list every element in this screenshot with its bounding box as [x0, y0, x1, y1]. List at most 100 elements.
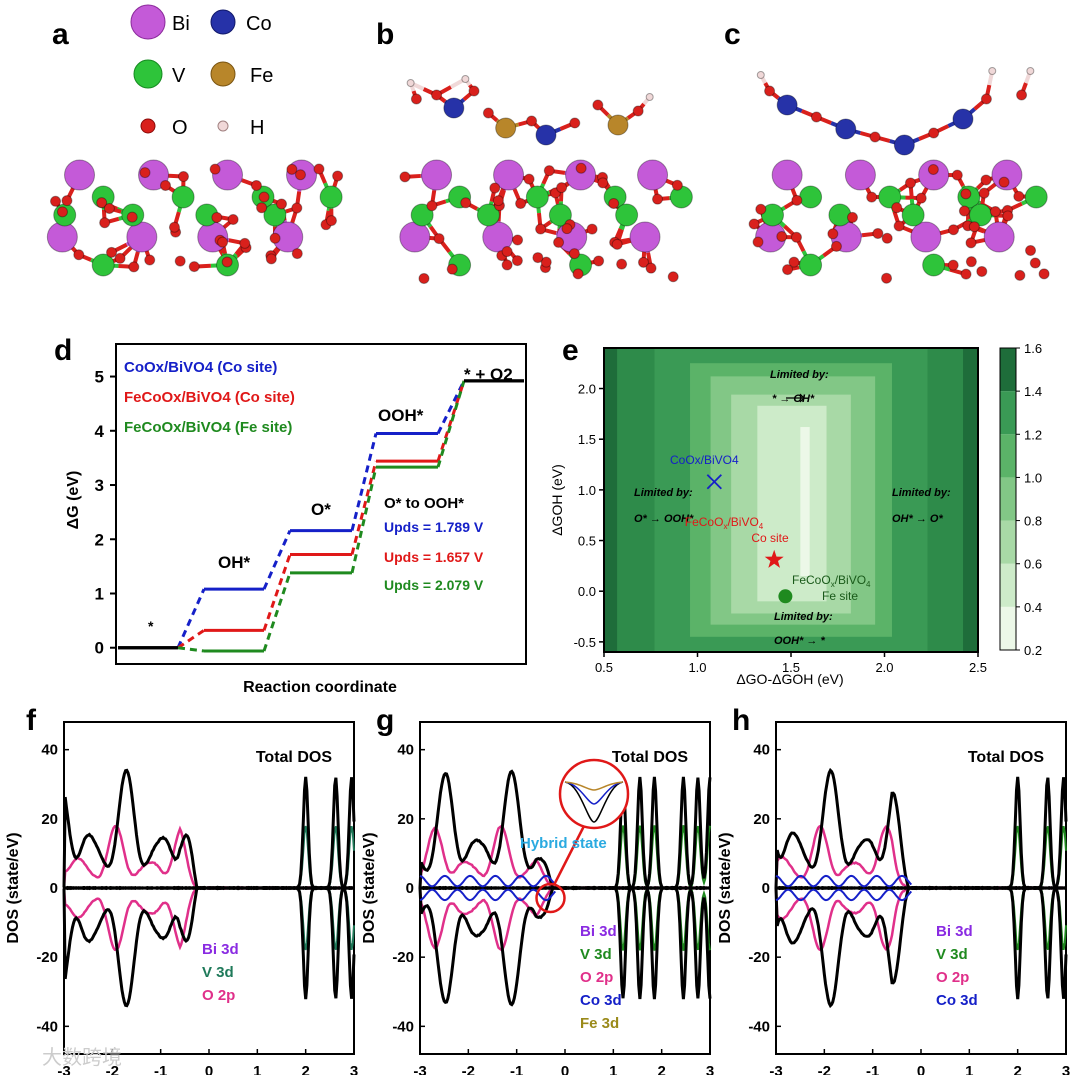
- atom-o: [1025, 244, 1037, 256]
- e-colorbar-cell-4: [1000, 434, 1016, 478]
- d-ytick-label: 3: [95, 476, 104, 495]
- panel-label-e: e: [562, 334, 579, 367]
- atom-o: [250, 179, 262, 191]
- chart-g-curve-co3d-down: [419, 888, 557, 902]
- atom-o: [947, 224, 959, 236]
- e-heat-band-6: [757, 405, 827, 602]
- chart-g-ytick-label: -40: [392, 1018, 414, 1035]
- chart-f-xtick-label: 1: [253, 1063, 261, 1075]
- chart-h-xtick-label: 2: [1013, 1063, 1021, 1075]
- atom-o: [915, 192, 927, 204]
- e-xtick-label: 2.5: [969, 660, 987, 675]
- d-connector-2-0: [177, 629, 205, 649]
- atom-o: [947, 259, 959, 271]
- atom-v: [799, 185, 823, 209]
- atom-v: [1024, 185, 1048, 209]
- e-ytick-label: 0.0: [578, 584, 596, 599]
- atom-o: [489, 182, 501, 194]
- chart-g-hybrid-label: Hybrid state: [520, 835, 607, 852]
- legend-h-label: H: [250, 117, 264, 139]
- atom-o: [501, 259, 513, 271]
- atom-o: [891, 202, 903, 214]
- atom-o: [748, 218, 760, 230]
- panel-label-c: c: [724, 18, 741, 51]
- e-region-left-l1: Limited by:: [634, 487, 693, 499]
- atom-o: [174, 255, 186, 267]
- d-connector-2-2: [350, 460, 378, 555]
- e-region-top-l2: * → OH*: [772, 393, 815, 405]
- atom-o: [286, 163, 298, 175]
- atom-bi: [64, 159, 96, 191]
- e-colorbar-tick-label: 0.8: [1024, 514, 1042, 529]
- atom-o: [611, 238, 623, 250]
- atom-o: [998, 176, 1010, 188]
- atom-o: [460, 197, 472, 209]
- atom-o: [830, 240, 842, 252]
- atom-v: [761, 203, 785, 227]
- chart-g-legend-2: O 2p: [580, 969, 613, 986]
- legend-v-sphere: [133, 59, 163, 89]
- atom-o: [575, 162, 587, 174]
- chart-g-legend-1: V 3d: [580, 946, 612, 963]
- structure-b-fecoox-bivo4: [399, 75, 693, 284]
- e-colorbar-cell-1: [1000, 563, 1016, 607]
- e-ytick-label: -0.5: [574, 635, 596, 650]
- atom-v: [901, 203, 925, 227]
- d-connector-3-0: [177, 646, 205, 653]
- d-ytick-label: 0: [95, 639, 104, 658]
- atom-o: [426, 200, 438, 212]
- atom-bi: [46, 221, 78, 253]
- atom-bi: [126, 221, 158, 253]
- chart-h-curve-total-cb-down: [775, 885, 1068, 1000]
- chart-g-legend-4: Fe 3d: [580, 1015, 619, 1032]
- chart-g-xtick-label: -3: [413, 1063, 426, 1075]
- chart-h-legend-0: Bi 3d: [936, 923, 973, 940]
- atom-o: [258, 191, 270, 203]
- atom-o: [608, 197, 620, 209]
- atom-o: [209, 163, 221, 175]
- chart-h-ytick-label: 40: [753, 742, 770, 759]
- chart-g-ytick-label: 0: [406, 880, 414, 897]
- chart-g-hybrid-circle-small: [535, 882, 566, 914]
- atom-bi: [771, 159, 803, 191]
- chart-h-xtick-label: 0: [917, 1063, 925, 1075]
- atom-o: [904, 177, 916, 189]
- atom-o: [872, 227, 884, 239]
- atom-o: [866, 191, 878, 203]
- atom-o: [325, 215, 337, 227]
- d-legend-3: FeCoOx/BiVO4 (Fe site): [124, 419, 292, 436]
- atom-v: [476, 203, 500, 227]
- atom-co: [893, 134, 915, 156]
- atom-co: [835, 118, 857, 140]
- d-ytick-label: 2: [95, 530, 104, 549]
- atom-o: [61, 195, 73, 207]
- atom-o: [869, 131, 881, 143]
- chart-h-legend-2: O 2p: [936, 969, 969, 986]
- legend-co-sphere: [210, 9, 236, 35]
- atom-o: [446, 263, 458, 275]
- chart-h-xtick-label: -2: [818, 1063, 831, 1075]
- atom-o: [827, 228, 839, 240]
- d-legend-2: FeCoOx/BiVO4 (Co site): [124, 389, 295, 406]
- panel-label-h: h: [732, 704, 750, 737]
- atom-o: [468, 85, 480, 97]
- chart-e-xlabel: ΔGO-ΔGOH (eV): [736, 671, 843, 687]
- e-region-top-l1: Limited by:: [770, 369, 829, 381]
- d-upds-2: Upds = 1.657 V: [384, 549, 484, 565]
- e-colorbar-tick-label: 1.6: [1024, 341, 1042, 356]
- atom-o: [592, 99, 604, 111]
- d-connector-1-2: [350, 433, 378, 531]
- atom-o: [965, 237, 977, 249]
- e-marker-co-site: [764, 549, 784, 568]
- chart-f-ylabel: DOS (state/eV): [5, 832, 22, 943]
- e-point-label-fe-site-1: FeCoOx/BiVO4: [792, 573, 871, 589]
- atom-bi: [565, 159, 597, 191]
- chart-h-ytick-label: 0: [762, 880, 770, 897]
- atom-o: [144, 254, 156, 266]
- e-marker-fe-site: [778, 589, 793, 604]
- atom-o: [332, 170, 344, 182]
- atom-bi: [983, 221, 1015, 253]
- e-ytick-label: 1.5: [578, 432, 596, 447]
- atom-o: [103, 203, 115, 215]
